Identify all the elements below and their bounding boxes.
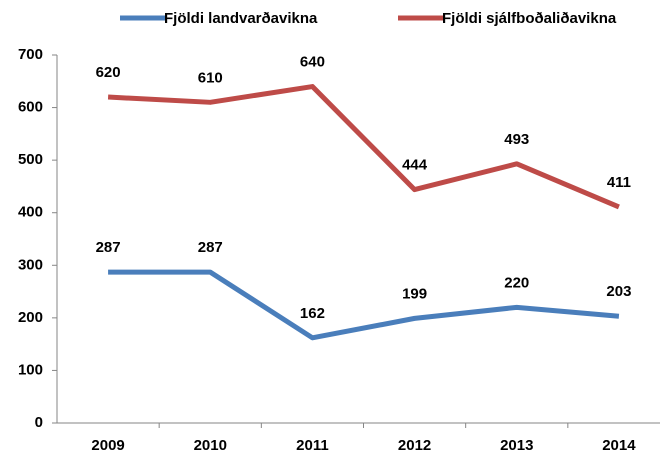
- data-label: 287: [96, 239, 121, 256]
- y-tick-label: 100: [18, 361, 43, 378]
- y-tick-label: 0: [35, 414, 43, 431]
- y-tick-label: 700: [18, 46, 43, 63]
- series-line: [107, 84, 620, 210]
- series-line: [108, 269, 620, 341]
- data-label: 287: [198, 239, 223, 256]
- x-tick-label: 2011: [296, 437, 329, 454]
- x-tick-label: 2012: [398, 437, 431, 454]
- data-label: 162: [300, 305, 325, 322]
- data-label: 203: [606, 283, 631, 300]
- legend-label: Fjöldi landvarðavikna: [164, 10, 318, 27]
- data-label: 220: [504, 274, 529, 291]
- y-tick-label: 500: [18, 151, 43, 168]
- y-tick-label: 600: [18, 99, 43, 116]
- data-label: 610: [198, 69, 223, 86]
- data-label: 620: [96, 64, 121, 81]
- data-label: 411: [607, 174, 631, 191]
- x-tick-label: 2009: [91, 437, 124, 454]
- y-tick-label: 400: [18, 204, 43, 221]
- y-tick-label: 300: [18, 256, 43, 273]
- x-tick-label: 2010: [194, 437, 227, 454]
- data-label: 199: [402, 285, 427, 302]
- y-tick-label: 200: [18, 309, 43, 326]
- x-tick-label: 2013: [500, 437, 533, 454]
- data-label: 640: [300, 54, 325, 71]
- x-tick-label: 2014: [602, 437, 636, 454]
- data-label: 444: [402, 157, 428, 174]
- data-label: 493: [504, 131, 529, 148]
- legend-label: Fjöldi sjálfboðaliðavikna: [442, 10, 617, 27]
